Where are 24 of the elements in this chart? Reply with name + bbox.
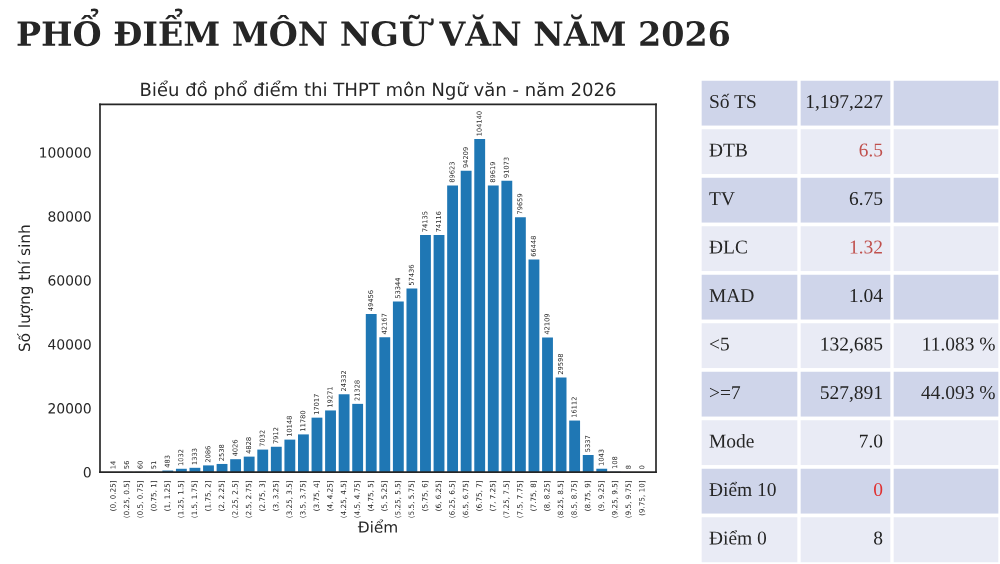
category-label: >=7: [709, 386, 741, 399]
text: 6.5: [859, 143, 883, 157]
category-label: MAD: [709, 289, 754, 302]
category-label: ĐTB: [709, 143, 747, 157]
chart-title: PHỔ ĐIỂM MÔN NGỮ VĂN NĂM 2026: [17, 8, 730, 47]
text: 11.083 %: [923, 337, 995, 351]
category-label: ĐLC: [709, 240, 747, 254]
category-label: Số TS: [710, 93, 756, 109]
category-label: Điểm 10: [709, 481, 776, 497]
category-label: TV: [709, 192, 735, 206]
text: 527,891: [820, 385, 882, 402]
category-label: Điểm 0: [709, 530, 767, 545]
text: 8: [874, 531, 883, 545]
chart-subtitle: Biểu đồ phổ điểm thi THPT môn Ngữ văn - năm 2026: [141, 80, 616, 100]
text: 0: [874, 482, 883, 497]
text: 1.04: [850, 288, 883, 303]
text: 7.0: [859, 434, 883, 448]
category-label: <5: [709, 337, 729, 351]
text: 1.32: [850, 240, 882, 254]
text: 6.75: [849, 192, 883, 206]
text: 44.093 %: [921, 385, 995, 400]
text: 132,685: [821, 337, 883, 354]
text: 1,197,227: [806, 95, 883, 111]
category-label: Mode: [709, 433, 754, 448]
